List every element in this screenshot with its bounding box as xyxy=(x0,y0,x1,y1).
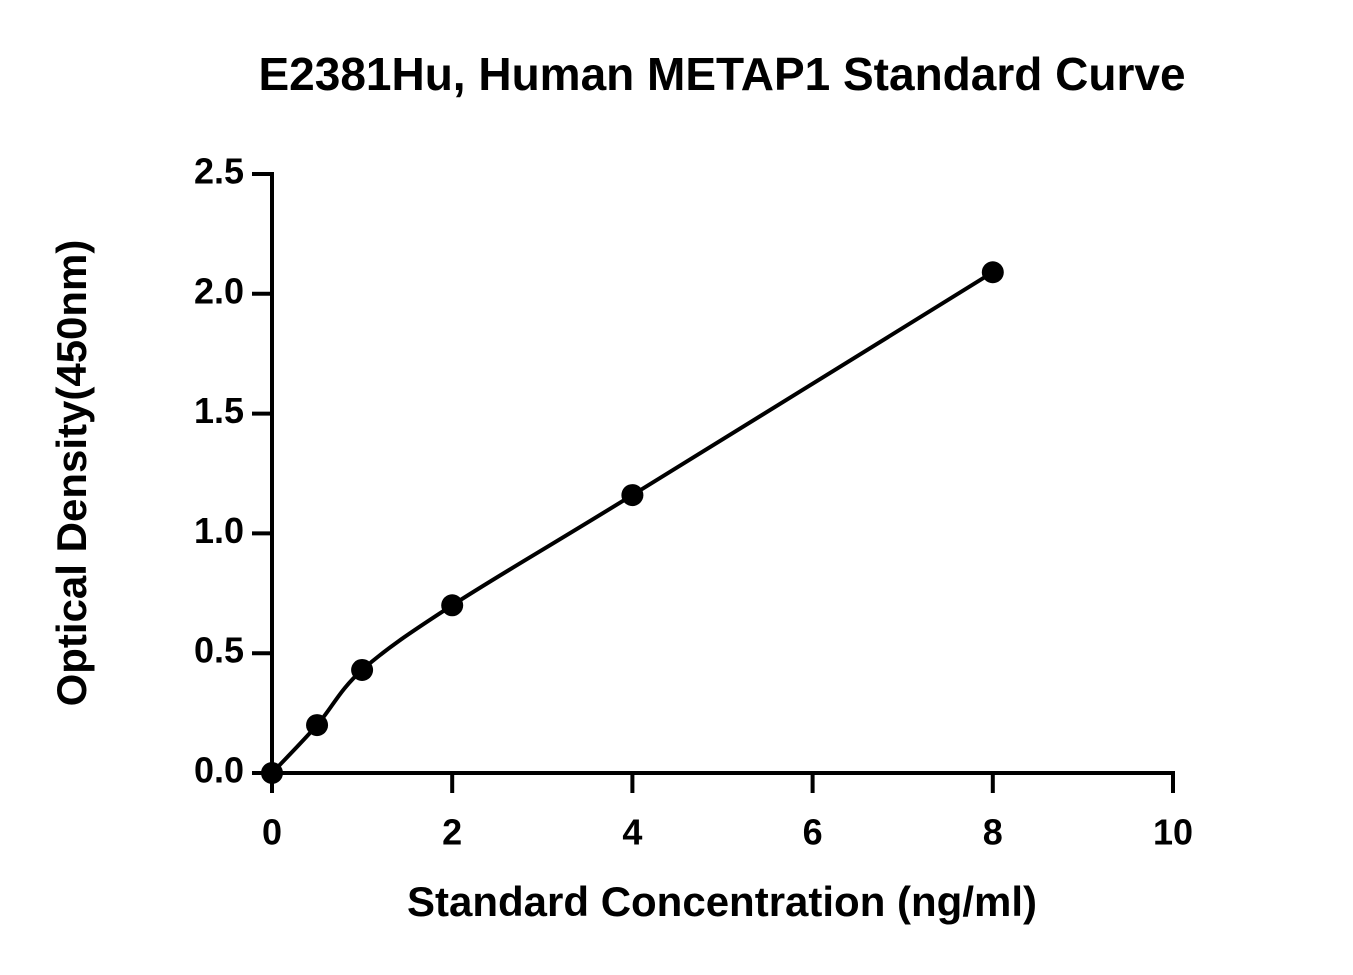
data-point xyxy=(981,261,1004,284)
x-tick-label: 0 xyxy=(262,812,282,853)
x-tick-label: 2 xyxy=(442,812,462,853)
y-tick-label: 0.0 xyxy=(194,750,244,791)
data-point xyxy=(261,762,283,784)
y-tick-label: 2.5 xyxy=(194,151,244,192)
y-tick-label: 1.5 xyxy=(194,390,244,431)
x-tick-label: 10 xyxy=(1153,812,1193,853)
data-point xyxy=(441,594,464,617)
fit-curve xyxy=(270,270,994,775)
data-point xyxy=(621,484,644,507)
y-tick-label: 0.5 xyxy=(194,630,244,671)
y-tick-label: 2.0 xyxy=(194,270,244,311)
y-tick-label: 1.0 xyxy=(194,510,244,551)
y-axis-label: Optical Density(450nm) xyxy=(48,240,95,707)
x-tick-label: 6 xyxy=(803,812,823,853)
chart-title: E2381Hu, Human METAP1 Standard Curve xyxy=(258,48,1185,100)
x-tick-label: 4 xyxy=(622,812,642,853)
data-point xyxy=(306,714,329,737)
x-tick-label: 8 xyxy=(983,812,1003,853)
x-axis-label: Standard Concentration (ng/ml) xyxy=(407,878,1037,925)
data-point xyxy=(351,658,374,681)
